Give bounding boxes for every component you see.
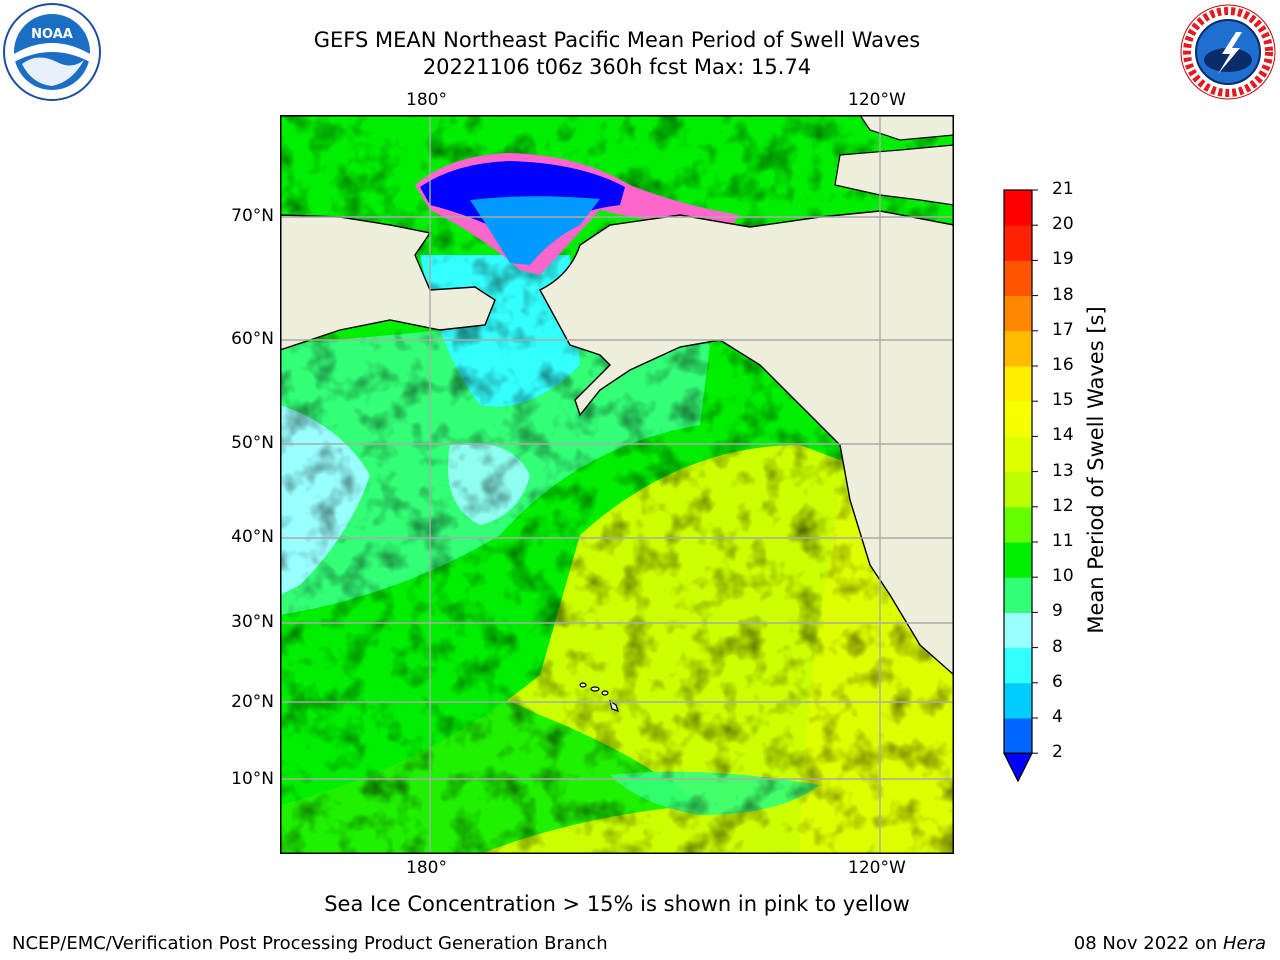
colorbar-segment <box>1004 401 1032 437</box>
noaa-logo-text: NOAA <box>31 27 73 42</box>
colorbar-label: Mean Period of Swell Waves [s] <box>1084 306 1108 634</box>
land-arctic-islands-2 <box>859 115 954 141</box>
footer-machine: Hera <box>1222 933 1266 954</box>
colorbar-tick-label: 19 <box>1052 249 1074 270</box>
colorbar-tick-label: 6 <box>1052 671 1063 692</box>
colorbar-tick-label: 2 <box>1052 742 1063 763</box>
colorbar-segment <box>1004 225 1032 261</box>
sea-ice-note: Sea Ice Concentration > 15% is shown in … <box>324 892 910 916</box>
colorbar-segment <box>1004 260 1032 297</box>
colorbar-segment <box>1004 577 1032 613</box>
colorbar-tick-label: 9 <box>1052 601 1063 622</box>
colorbar-segment <box>1004 718 1032 754</box>
colorbar-tick-label: 21 <box>1052 179 1074 199</box>
land-siberia <box>280 214 496 351</box>
colorbar-tick-label: 20 <box>1052 214 1074 235</box>
colorbar-tick-label: 15 <box>1052 390 1074 411</box>
y-tick-70n: 70°N <box>231 206 274 226</box>
land-alaska-canada <box>539 210 954 676</box>
footer-date: 08 Nov 2022 on Hera <box>1074 933 1266 954</box>
colorbar-segment <box>1004 542 1032 578</box>
colorbar-extend-arrow <box>1003 752 1033 782</box>
map-plot <box>280 115 954 854</box>
colorbar-tick-label: 17 <box>1052 319 1074 340</box>
x-tick-bottom-120w: 120°W <box>848 858 906 878</box>
chart-subtitle: 20221106 t06z 360h fcst Max: 15.74 <box>422 55 812 79</box>
colorbar-tick-label: 11 <box>1052 531 1074 551</box>
y-tick-40n: 40°N <box>231 527 274 547</box>
colorbar-segment <box>1004 190 1032 226</box>
footer-branch: NCEP/EMC/Verification Post Processing Pr… <box>12 933 608 954</box>
colorbar-tick-label: 12 <box>1052 495 1074 516</box>
colorbar-segment <box>1004 647 1032 684</box>
arctic-wave-lightblue <box>470 196 600 265</box>
land-arctic-islands <box>834 144 954 206</box>
footer-date-text: 08 Nov 2022 on <box>1073 933 1223 954</box>
colorbar-tick-label: 4 <box>1052 707 1063 727</box>
colorbar-tick-label: 13 <box>1052 460 1074 481</box>
colorbar-segment <box>1004 682 1032 719</box>
noaa-logo: NOAA <box>3 3 101 101</box>
x-tick-top-180: 180° <box>406 90 447 110</box>
y-tick-60n: 60°N <box>231 329 274 349</box>
x-tick-top-120w: 120°W <box>848 90 906 110</box>
colorbar-segment <box>1004 612 1032 649</box>
colorbar-segment <box>1004 506 1032 543</box>
nws-logo <box>1180 4 1276 100</box>
x-tick-bottom-180: 180° <box>406 858 447 878</box>
colorbar <box>1003 189 1038 782</box>
y-tick-30n: 30°N <box>231 612 274 632</box>
colorbar-tick-label: 8 <box>1052 636 1063 657</box>
hawaii-islands <box>579 682 619 712</box>
colorbar-segment <box>1004 471 1032 508</box>
y-tick-50n: 50°N <box>231 433 274 453</box>
map-gridlines <box>280 115 954 854</box>
chart-title: GEFS MEAN Northeast Pacific Mean Period … <box>313 28 921 52</box>
colorbar-segment <box>1004 436 1032 473</box>
colorbar-tick-label: 18 <box>1052 284 1074 305</box>
y-tick-20n: 20°N <box>231 692 274 712</box>
y-tick-10n: 10°N <box>231 769 274 789</box>
colorbar-tick-label: 16 <box>1052 355 1074 375</box>
colorbar-tick-label: 14 <box>1052 425 1074 446</box>
map-frame <box>280 115 954 854</box>
colorbar-segment <box>1004 330 1032 367</box>
colorbar-segment <box>1004 295 1032 332</box>
colorbar-tick-label: 10 <box>1052 566 1074 587</box>
colorbar-segment <box>1004 366 1032 402</box>
